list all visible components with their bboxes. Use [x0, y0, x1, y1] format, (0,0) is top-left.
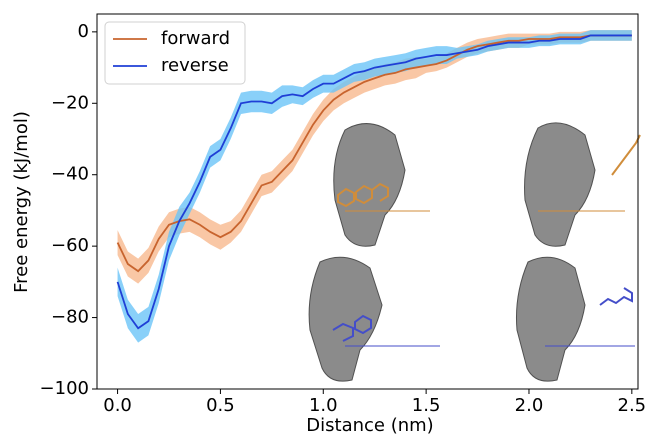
- x-tick-label: 0.5: [206, 395, 235, 416]
- legend-label: reverse: [161, 55, 229, 76]
- legend-label: forward: [161, 28, 230, 49]
- y-axis-label: Free energy (kJ/mol): [11, 111, 32, 293]
- x-tick-label: 2.5: [618, 395, 647, 416]
- insets: [308, 122, 641, 382]
- y-tick-label: 0: [78, 21, 89, 42]
- x-tick-label: 2.0: [515, 395, 544, 416]
- line: [116, 34, 632, 273]
- y-tick-label: −80: [51, 307, 89, 328]
- y-tick-label: −40: [51, 164, 89, 185]
- axes-frame: [96, 13, 639, 390]
- y-tick-label: −20: [51, 92, 89, 113]
- legend-box: [104, 21, 246, 85]
- plot-area: [116, 30, 632, 343]
- x-tick-label: 0.0: [103, 395, 132, 416]
- x-tick-label: 1.5: [412, 395, 441, 416]
- legend: forward reverse: [104, 21, 246, 85]
- x-tick-label: 1.0: [309, 395, 338, 416]
- y-tick-label: −100: [40, 378, 89, 399]
- line: [116, 34, 632, 330]
- x-axis-label: Distance (nm): [306, 415, 433, 436]
- error-band: [117, 30, 632, 343]
- y-tick-label: −60: [51, 235, 89, 256]
- error-band: [117, 30, 632, 284]
